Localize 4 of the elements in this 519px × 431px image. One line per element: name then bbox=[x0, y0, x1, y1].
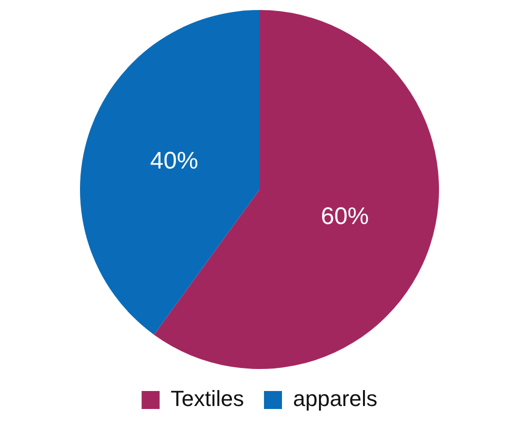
data-label: 40% bbox=[150, 147, 198, 174]
legend-label: apparels bbox=[292, 386, 378, 412]
legend-label: Textiles bbox=[170, 386, 244, 412]
data-label: 60% bbox=[320, 202, 369, 230]
